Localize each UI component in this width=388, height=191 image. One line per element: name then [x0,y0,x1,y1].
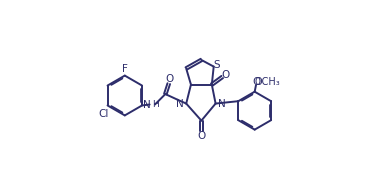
Text: N: N [218,99,226,108]
Text: N: N [144,100,151,109]
Text: O: O [166,74,174,84]
Text: O: O [253,77,261,87]
Text: OCH₃: OCH₃ [254,77,280,87]
Text: Cl: Cl [99,109,109,119]
Text: O: O [221,70,229,80]
Text: S: S [214,60,220,70]
Text: N: N [176,99,184,108]
Text: F: F [122,64,128,74]
Text: H: H [152,100,159,109]
Text: O: O [197,131,206,141]
